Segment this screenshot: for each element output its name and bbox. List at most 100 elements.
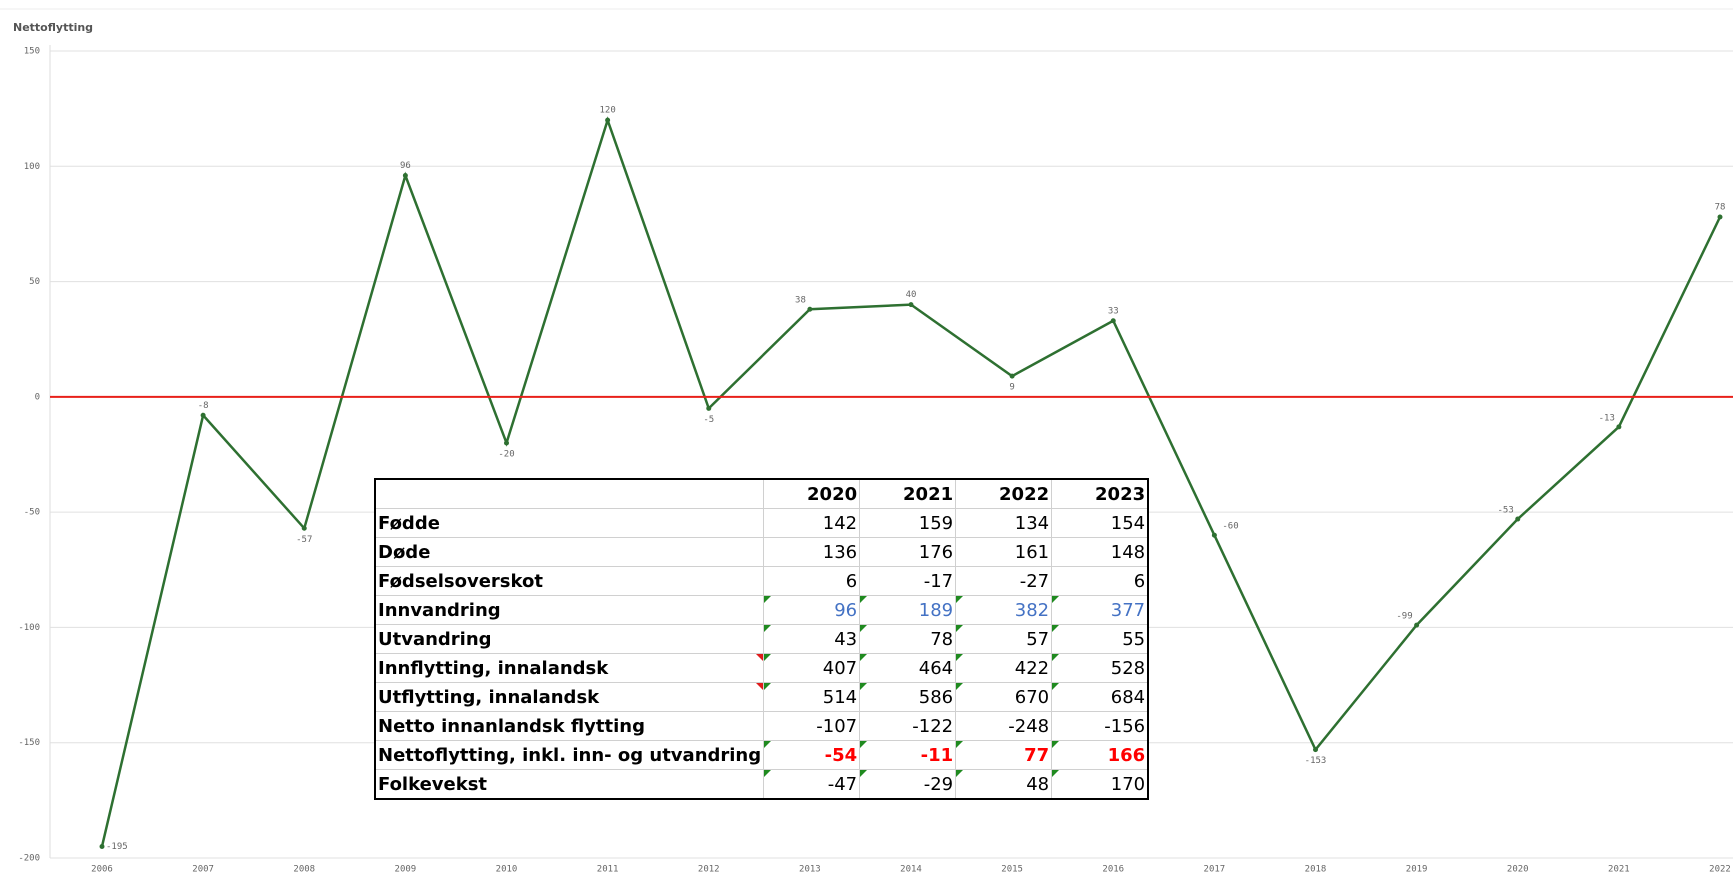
table-cell: 136 xyxy=(763,537,861,567)
table-row: Fødselsoverskot 6 -17 -27 6 xyxy=(374,566,1149,596)
table-cell: -156 xyxy=(1051,711,1149,741)
table-row: Netto innanlandsk flytting -107 -122 -248 -1… xyxy=(374,711,1149,741)
table-cell: -27 xyxy=(955,566,1053,596)
data-point xyxy=(706,405,712,411)
y-tick-label: -50 xyxy=(24,508,40,518)
table-cell: 159 xyxy=(859,508,957,538)
data-label: -57 xyxy=(296,535,312,545)
x-tick-label: 2014 xyxy=(900,865,922,873)
y-tick-label: 150 xyxy=(24,47,40,57)
y-tick-label: -100 xyxy=(18,623,40,633)
table-cell: 6 xyxy=(763,566,861,596)
data-label: 9 xyxy=(1009,383,1014,393)
data-point xyxy=(1313,747,1318,753)
table-row: Utvandring 43 78 57 55 xyxy=(374,624,1149,654)
data-label: 96 xyxy=(400,161,411,171)
table-cell: 377 xyxy=(1051,595,1149,625)
data-point xyxy=(605,117,611,123)
table-cell: 170 xyxy=(1051,769,1149,800)
data-label: -53 xyxy=(1497,506,1513,516)
header-cell xyxy=(374,478,765,509)
table-cell: 528 xyxy=(1051,653,1149,683)
row-label: Fødde xyxy=(374,508,765,538)
x-tick-label: 2018 xyxy=(1305,865,1327,873)
header-cell: 2023 xyxy=(1051,478,1149,509)
table-cell: 161 xyxy=(955,537,1053,567)
table-cell: 78 xyxy=(859,624,957,654)
table-cell: 6 xyxy=(1051,566,1149,596)
x-tick-label: 2008 xyxy=(293,865,315,873)
table-row: Innflytting, innalandsk 407 464 422 528 xyxy=(374,653,1149,683)
data-point xyxy=(504,440,509,446)
x-tick-label: 2022 xyxy=(1709,865,1731,873)
x-tick-label: 2006 xyxy=(91,865,113,873)
x-tick-label: 2016 xyxy=(1102,865,1124,873)
data-point xyxy=(1717,214,1723,220)
data-point xyxy=(1414,622,1420,628)
data-point xyxy=(1009,373,1015,379)
data-label: -5 xyxy=(703,415,714,425)
x-tick-label: 2017 xyxy=(1204,865,1226,873)
table-cell: 422 xyxy=(955,653,1053,683)
table-cell: -47 xyxy=(763,769,861,800)
table-cell: 189 xyxy=(859,595,957,625)
table-cell: 154 xyxy=(1051,508,1149,538)
x-tick-label: 2019 xyxy=(1406,865,1428,873)
table-cell: 464 xyxy=(859,653,957,683)
table-cell: 148 xyxy=(1051,537,1149,567)
data-label: -195 xyxy=(106,842,128,852)
data-label: -99 xyxy=(1396,612,1412,622)
row-label: Utflytting, innalandsk xyxy=(374,682,765,712)
x-tick-label: 2021 xyxy=(1608,865,1630,873)
x-tick-label: 2012 xyxy=(698,865,720,873)
data-label: 33 xyxy=(1108,306,1119,316)
row-label: Fødselsoverskot xyxy=(374,566,765,596)
table-cell: 407 xyxy=(763,653,861,683)
data-label: -8 xyxy=(198,401,209,411)
table-cell: 96 xyxy=(763,595,861,625)
table-row: Innvandring 96 189 382 377 xyxy=(374,595,1149,625)
data-point xyxy=(200,412,206,418)
row-label: Døde xyxy=(374,537,765,567)
y-tick-label: -200 xyxy=(18,854,40,864)
x-tick-label: 2007 xyxy=(192,865,214,873)
data-point xyxy=(301,525,307,531)
x-tick-label: 2010 xyxy=(496,865,518,873)
table-row: Nettoflytting, inkl. inn- og utvandring -… xyxy=(374,740,1149,770)
table-cell: -11 xyxy=(859,740,957,770)
table-cell: -54 xyxy=(763,740,861,770)
header-row: 2020 2021 2022 2023 xyxy=(374,478,1149,509)
table-cell: 134 xyxy=(955,508,1053,538)
row-label: Nettoflytting, inkl. inn- og utvandring xyxy=(374,740,765,770)
data-point xyxy=(402,173,408,179)
table-cell: 670 xyxy=(955,682,1053,712)
row-label: Netto innanlandsk flytting xyxy=(374,711,765,741)
table-cell: 514 xyxy=(763,682,861,712)
table-cell: 55 xyxy=(1051,624,1149,654)
x-tick-label: 2015 xyxy=(1001,865,1023,873)
table-cell: 586 xyxy=(859,682,957,712)
row-label: Innvandring xyxy=(374,595,765,625)
table-row: Døde 136 176 161 148 xyxy=(374,537,1149,567)
data-point xyxy=(1211,532,1217,538)
table-cell: 77 xyxy=(955,740,1053,770)
table-row: Utflytting, innalandsk 514 586 670 684 xyxy=(374,682,1149,712)
data-label: -13 xyxy=(1599,413,1615,423)
chart-title: Nettoflytting xyxy=(13,21,93,34)
y-tick-label: 50 xyxy=(29,277,40,287)
table-cell: 43 xyxy=(763,624,861,654)
table-cell: 142 xyxy=(763,508,861,538)
header-cell: 2020 xyxy=(763,478,861,509)
x-tick-label: 2009 xyxy=(395,865,417,873)
table-cell: 684 xyxy=(1051,682,1149,712)
data-table: 2020 2021 2022 2023 Fødde 142 159 134 154 Døde 136… xyxy=(374,478,1150,800)
data-point xyxy=(99,843,105,849)
x-tick-label: 2013 xyxy=(799,865,821,873)
y-tick-label: -150 xyxy=(18,738,40,748)
table-cell: 57 xyxy=(955,624,1053,654)
header-cell: 2021 xyxy=(859,478,957,509)
data-point xyxy=(807,306,813,312)
table-cell: 382 xyxy=(955,595,1053,625)
